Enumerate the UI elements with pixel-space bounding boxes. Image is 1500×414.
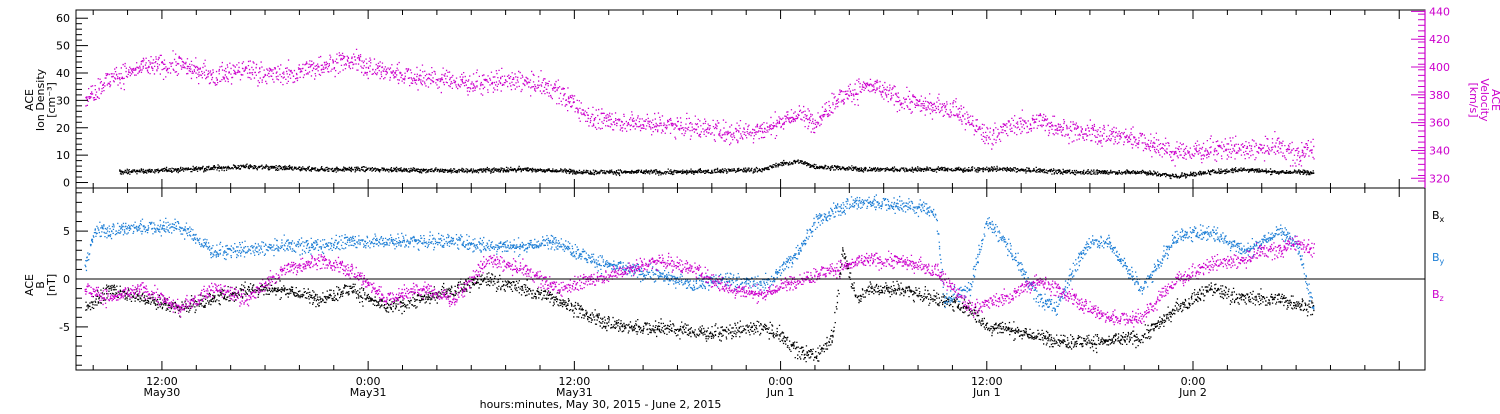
top-right-tick-label: 400 (1429, 61, 1450, 74)
labels-layer: 0 10 20 30 40 50 60 320 340 360 380 400 420 440 -5 0 5 12… (23, 5, 1500, 411)
bottom-left-axis-title-line: B (34, 281, 47, 289)
bottom-left-tick-label: -5 (59, 321, 70, 334)
data-layer (84, 48, 1316, 363)
series-top-velocity (85, 48, 1315, 167)
series-bottom-b1-points (84, 194, 1315, 316)
top-right-tick-label: 440 (1429, 5, 1450, 18)
top-left-axis-title-line: ACE (23, 89, 36, 111)
x-tick-label-time: 12:00 (971, 375, 1003, 388)
bottom-left-axis-title-line: ACE (23, 274, 36, 296)
top-right-axis-title-line: ACE (1489, 89, 1500, 111)
top-right-axis-title-line: Velocity (1478, 78, 1491, 122)
bottom-left-axis-title-line: [nT] (45, 274, 58, 296)
series-top-density (119, 159, 1315, 180)
series-top-density-points (119, 159, 1315, 180)
top-left-tick-label: 20 (56, 122, 70, 135)
x-tick-label-date: May30 (144, 386, 181, 399)
bottom-left-tick-label: 0 (63, 273, 70, 286)
top-panel-frame (75, 9, 1426, 189)
series-bottom-b0-points (85, 247, 1315, 363)
series-top-velocity-points (85, 48, 1315, 167)
series-bottom-b2 (84, 235, 1316, 328)
top-left-tick-label: 40 (56, 67, 70, 80)
ticks-layer (76, 10, 1426, 370)
top-right-tick-label: 420 (1429, 33, 1450, 46)
legend-item-z: Bz (1432, 288, 1444, 303)
x-tick-label-time: 0:00 (356, 375, 381, 388)
top-right-axis-title-line: [km/s] (1467, 82, 1480, 117)
x-tick-label-time: 12:00 (559, 375, 591, 388)
x-axis-label: hours:minutes, May 30, 2015 - June 2, 20… (480, 398, 722, 410)
x-tick-label-date: May31 (556, 386, 593, 399)
top-left-tick-label: 50 (56, 40, 70, 53)
top-left-tick-label: 30 (56, 94, 70, 107)
bottom-left-tick-label: 5 (63, 225, 70, 238)
x-tick-label-time: 0:00 (768, 375, 793, 388)
legend-item-y: By (1432, 251, 1445, 266)
top-left-axis-title-line: Ion Density (34, 68, 47, 131)
top-left-tick-label: 10 (56, 149, 70, 162)
series-bottom-b2-points (84, 235, 1316, 328)
legend-item-x: Bx (1432, 209, 1445, 224)
top-right-tick-label: 380 (1429, 89, 1450, 102)
x-tick-label-date: Jun 1 (972, 386, 1001, 399)
frames-layer (75, 9, 1426, 371)
top-left-axis-title-line: [cm⁻³] (45, 82, 58, 118)
top-right-tick-label: 340 (1429, 144, 1450, 157)
top-left-tick-label: 60 (56, 12, 70, 25)
series-bottom-b0 (85, 247, 1315, 363)
x-tick-label-date: Jun 1 (766, 386, 795, 399)
x-tick-label-date: May31 (350, 386, 387, 399)
x-tick-label-time: 12:00 (146, 375, 178, 388)
series-bottom-b1 (84, 194, 1315, 316)
top-left-tick-label: 0 (63, 177, 70, 190)
x-tick-label-time: 0:00 (1181, 375, 1206, 388)
x-tick-label-date: Jun 2 (1178, 386, 1207, 399)
top-right-tick-label: 320 (1429, 172, 1450, 185)
top-right-tick-label: 360 (1429, 117, 1450, 130)
top-right-axis (1411, 10, 1426, 188)
